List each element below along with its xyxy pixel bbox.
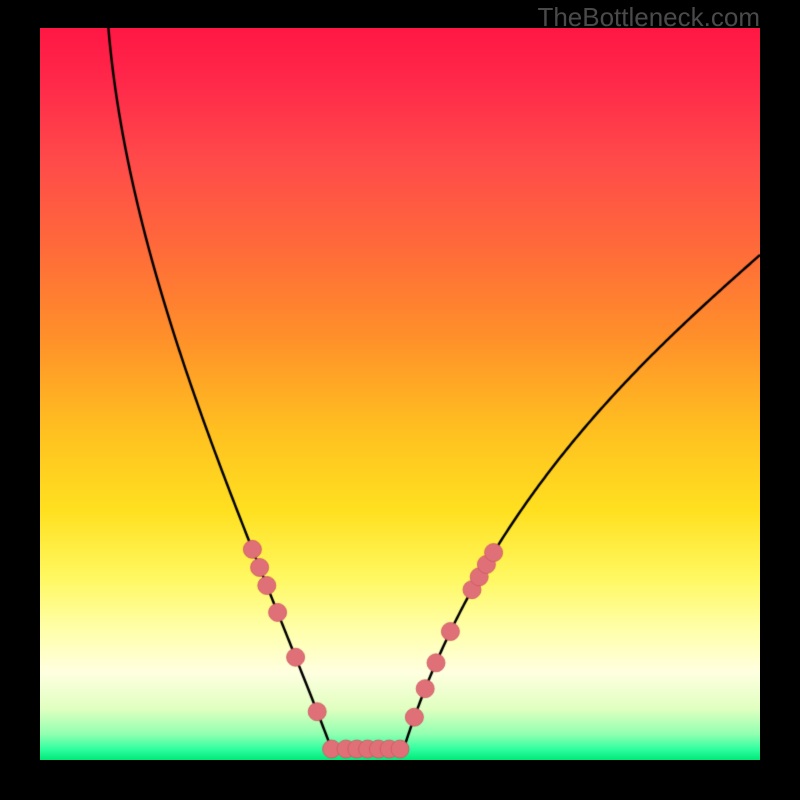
bottleneck-curve-plot [40, 28, 760, 760]
watermark-text: TheBottleneck.com [537, 2, 760, 33]
chart-root: TheBottleneck.com [0, 0, 800, 800]
